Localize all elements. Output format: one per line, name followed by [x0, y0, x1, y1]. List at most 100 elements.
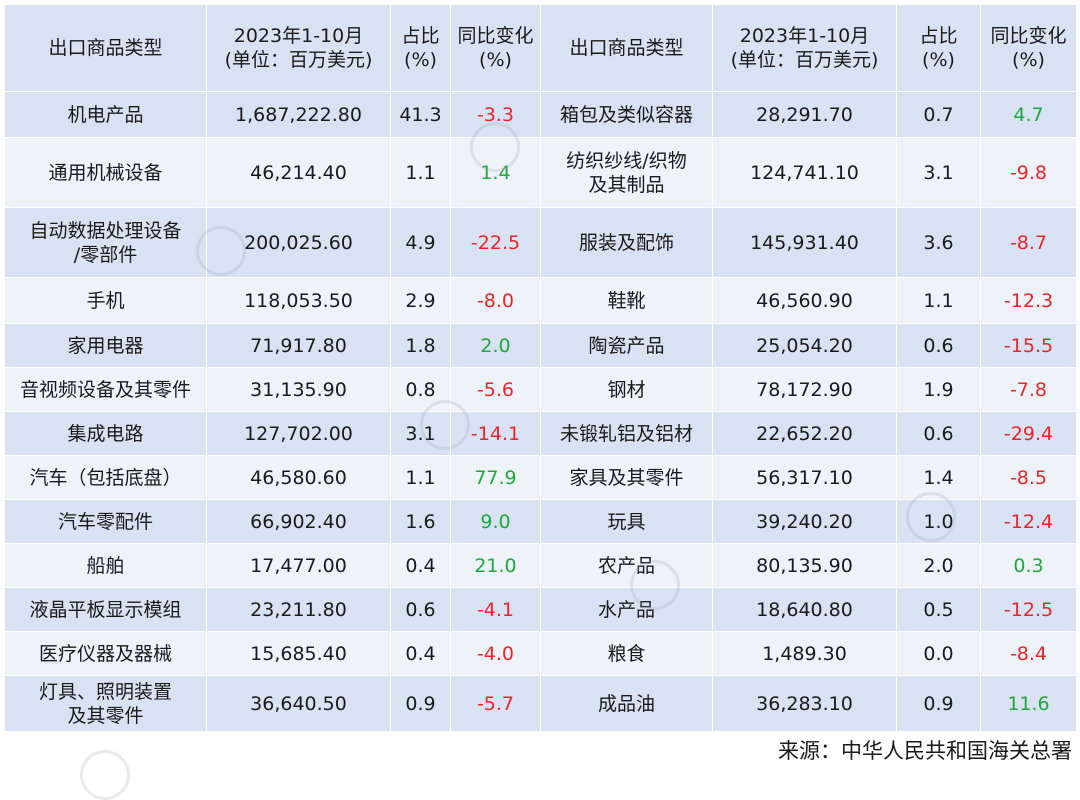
export-value-right: 78,172.90 — [712, 367, 897, 412]
yoy-change: 1.4 — [450, 137, 541, 208]
export-value-right: 18,640.80 — [712, 587, 897, 632]
share-percent: 4.9 — [390, 207, 451, 278]
export-value-right: 22,652.20 — [712, 411, 897, 456]
yoy-change: 77.9 — [450, 455, 541, 500]
share-percent-right: 2.0 — [896, 543, 981, 588]
yoy-change-right: -8.4 — [980, 631, 1077, 676]
share-percent: 1.8 — [390, 323, 451, 368]
commodity-name-right: 玩具 — [540, 499, 713, 544]
commodity-name-right: 未锻轧铝及铝材 — [540, 411, 713, 456]
export-value-right: 39,240.20 — [712, 499, 897, 544]
commodity-name-right: 鞋靴 — [540, 277, 713, 324]
export-value: 66,902.40 — [206, 499, 391, 544]
commodity-name-right: 成品油 — [540, 675, 713, 732]
yoy-change: 2.0 — [450, 323, 541, 368]
yoy-change: -14.1 — [450, 411, 541, 456]
header-export-value-right: 2023年1-10月 (单位：百万美元) — [712, 4, 897, 92]
table-row: 自动数据处理设备/零部件 200,025.60 4.9 -22.5 服装及配饰 145,9… — [4, 207, 1077, 278]
commodity-name: 医疗仪器及器械 — [4, 631, 207, 676]
share-percent-right: 0.6 — [896, 323, 981, 368]
export-value-right: 36,283.10 — [712, 675, 897, 732]
commodity-name: 汽车零配件 — [4, 499, 207, 544]
yoy-change: -8.0 — [450, 277, 541, 324]
yoy-change: -5.7 — [450, 675, 541, 732]
commodity-name: 音视频设备及其零件 — [4, 367, 207, 412]
yoy-change-right: -12.3 — [980, 277, 1077, 324]
yoy-change-right: -8.7 — [980, 207, 1077, 278]
yoy-change-right: -12.5 — [980, 587, 1077, 632]
commodity-name-right: 箱包及类似容器 — [540, 91, 713, 138]
share-percent-right: 1.4 — [896, 455, 981, 500]
export-value: 71,917.80 — [206, 323, 391, 368]
share-percent-right: 1.9 — [896, 367, 981, 412]
table-row: 液晶平板显示模组 23,211.80 0.6 -4.1 水产品 18,640.80 0.5-… — [4, 587, 1077, 632]
commodity-name: 通用机械设备 — [4, 137, 207, 208]
yoy-change-right: 11.6 — [980, 675, 1077, 732]
export-value: 36,640.50 — [206, 675, 391, 732]
table-row: 手机 118,053.50 2.9 -8.0 鞋靴 46,560.90 1.1 -12.3 — [4, 277, 1077, 324]
share-percent-right: 3.1 — [896, 137, 981, 208]
export-value-right: 46,560.90 — [712, 277, 897, 324]
table-body: 机电产品 1,687,222.80 41.3 -3.3 箱包及类似容器 28,291.70… — [4, 91, 1077, 732]
yoy-change-right: -8.5 — [980, 455, 1077, 500]
commodity-name: 机电产品 — [4, 91, 207, 138]
table-row: 汽车零配件 66,902.40 1.6 9.0 玩具 39,240.20 1.0 -12.4 — [4, 499, 1077, 544]
export-table-sheet: 出口商品类型 2023年1-10月 (单位：百万美元) 占比 (%) 同比变化 … — [4, 4, 1077, 800]
share-percent: 3.1 — [390, 411, 451, 456]
yoy-change: 9.0 — [450, 499, 541, 544]
export-value: 118,053.50 — [206, 277, 391, 324]
header-share: 占比 (%) — [390, 4, 451, 92]
commodity-name: 灯具、照明装置 及其零件 — [4, 675, 207, 732]
source-note: 来源：中华人民共和国海关总署 — [778, 739, 1072, 763]
share-percent-right: 0.7 — [896, 91, 981, 138]
header-share-right: 占比 (%) — [896, 4, 981, 92]
table-row: 集成电路 127,702.00 3.1 -14.1 未锻轧铝及铝材 22,652.20 0.… — [4, 411, 1077, 456]
table-row: 通用机械设备 46,214.40 1.1 1.4 纺织纱线/织物 及其制品 124,741.… — [4, 137, 1077, 208]
commodity-name: 汽车（包括底盘） — [4, 455, 207, 500]
table-row: 机电产品 1,687,222.80 41.3 -3.3 箱包及类似容器 28,291.70… — [4, 91, 1077, 138]
share-percent: 0.4 — [390, 543, 451, 588]
share-percent: 0.4 — [390, 631, 451, 676]
header-yoy-change: 同比变化 (%) — [450, 4, 541, 92]
watermark-badge-icon — [80, 750, 130, 800]
commodity-name: 液晶平板显示模组 — [4, 587, 207, 632]
share-percent-right: 0.6 — [896, 411, 981, 456]
commodity-name-right: 水产品 — [540, 587, 713, 632]
share-percent-right: 0.5 — [896, 587, 981, 632]
header-yoy-change-right: 同比变化 (%) — [980, 4, 1077, 92]
commodity-name: 船舶 — [4, 543, 207, 588]
export-value: 127,702.00 — [206, 411, 391, 456]
commodity-name: 家用电器 — [4, 323, 207, 368]
export-value-right: 124,741.10 — [712, 137, 897, 208]
share-percent: 2.9 — [390, 277, 451, 324]
yoy-change-right: -7.8 — [980, 367, 1077, 412]
table-header-row: 出口商品类型 2023年1-10月 (单位：百万美元) 占比 (%) 同比变化 … — [4, 4, 1077, 92]
yoy-change-right: 4.7 — [980, 91, 1077, 138]
export-value: 1,687,222.80 — [206, 91, 391, 138]
share-percent-right: 0.0 — [896, 631, 981, 676]
export-value: 46,214.40 — [206, 137, 391, 208]
header-commodity-type: 出口商品类型 — [4, 4, 207, 92]
share-percent: 1.1 — [390, 455, 451, 500]
export-value-right: 80,135.90 — [712, 543, 897, 588]
export-value-right: 56,317.10 — [712, 455, 897, 500]
yoy-change: -4.0 — [450, 631, 541, 676]
commodity-name: 自动数据处理设备/零部件 — [4, 207, 207, 278]
yoy-change: -22.5 — [450, 207, 541, 278]
share-percent: 1.6 — [390, 499, 451, 544]
share-percent: 0.9 — [390, 675, 451, 732]
yoy-change: 21.0 — [450, 543, 541, 588]
table-row: 家用电器 71,917.80 1.8 2.0 陶瓷产品 25,054.20 0.6 -15.5 — [4, 323, 1077, 368]
commodity-name-right: 纺织纱线/织物 及其制品 — [540, 137, 713, 208]
commodity-name-right: 陶瓷产品 — [540, 323, 713, 368]
export-value: 31,135.90 — [206, 367, 391, 412]
export-value-right: 145,931.40 — [712, 207, 897, 278]
commodity-name-right: 家具及其零件 — [540, 455, 713, 500]
yoy-change-right: -15.5 — [980, 323, 1077, 368]
header-export-value: 2023年1-10月 (单位：百万美元) — [206, 4, 391, 92]
share-percent-right: 3.6 — [896, 207, 981, 278]
commodity-name-right: 粮食 — [540, 631, 713, 676]
yoy-change: -5.6 — [450, 367, 541, 412]
commodity-name-right: 钢材 — [540, 367, 713, 412]
commodity-name: 集成电路 — [4, 411, 207, 456]
